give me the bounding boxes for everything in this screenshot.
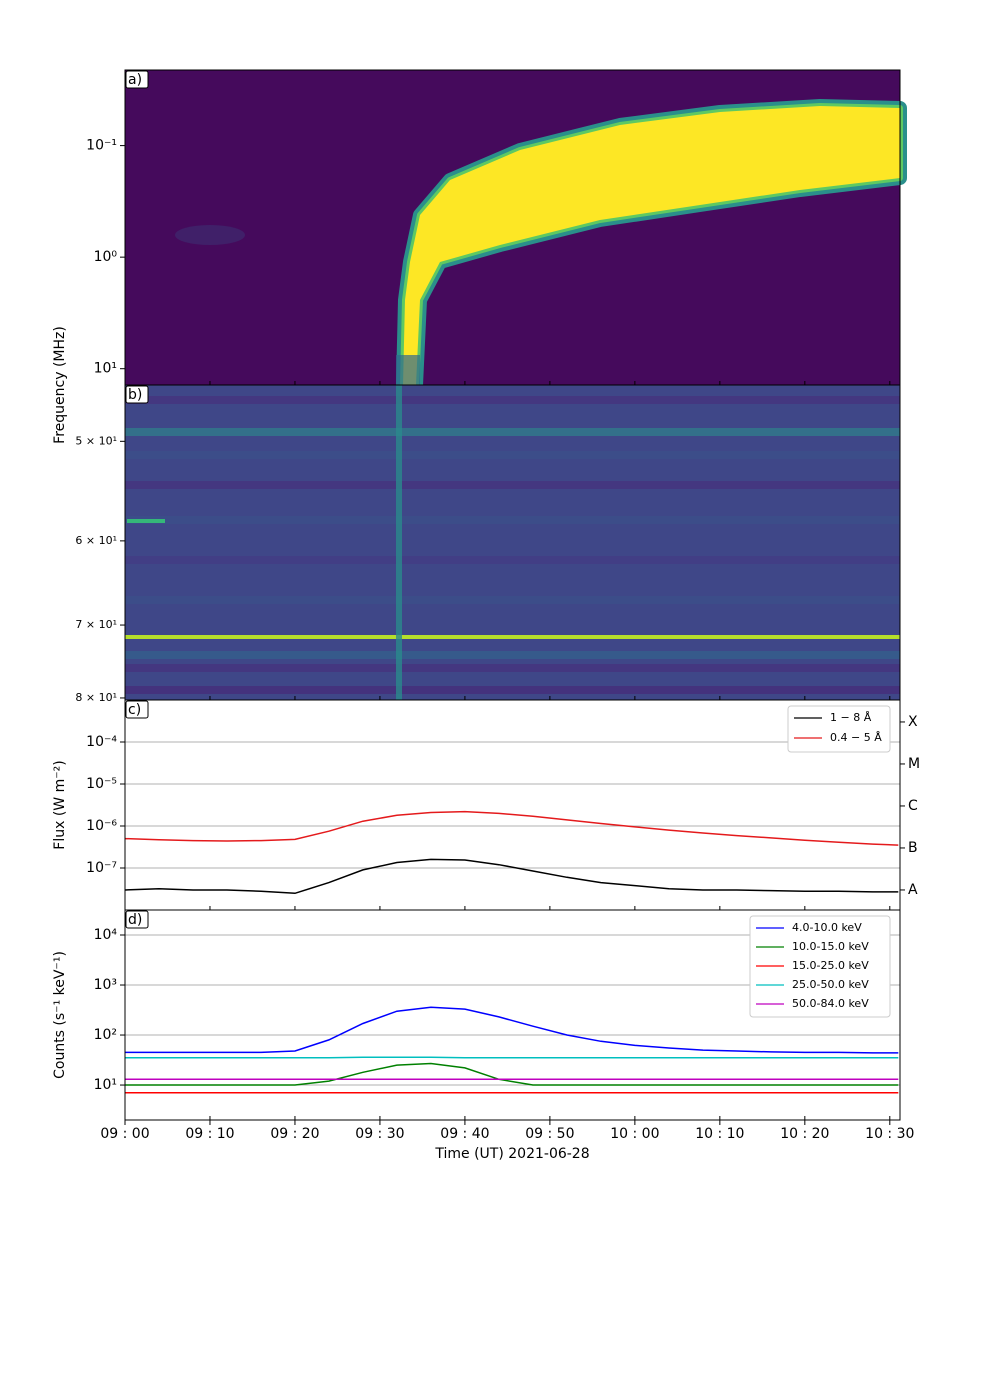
panel-label-box [125, 385, 149, 404]
x-tick-label: 09 : 00 [100, 1126, 149, 1142]
y-tick-label: 10⁻⁷ [86, 860, 117, 876]
band [125, 686, 900, 694]
y-axis-label: Flux (W m⁻²) [52, 760, 68, 849]
short-burst [127, 519, 165, 523]
legend-box [749, 915, 891, 1018]
x-tick-label: 10 : 30 [865, 1126, 914, 1142]
burst-tail [396, 355, 420, 385]
interference-line [125, 635, 900, 639]
y-tick-label: 10⁻⁵ [86, 776, 117, 792]
series-line [124, 858, 899, 895]
legend-label: 0.4 − 5 Å [830, 731, 882, 744]
panel-label: b) [128, 387, 142, 403]
x-tick-label: 09 : 20 [270, 1126, 319, 1142]
panel-label: d) [128, 912, 142, 928]
band [125, 428, 900, 436]
y-tick-label: 10⁴ [94, 927, 118, 943]
panel-label: c) [128, 702, 141, 718]
band [125, 451, 900, 459]
x-axis-label: Time (UT) 2021-06-28 [434, 1146, 589, 1162]
plot-area [124, 810, 899, 895]
y-tick-label: 10⁻¹ [86, 138, 117, 154]
band [125, 516, 900, 524]
y-tick-label: 10¹ [94, 1077, 117, 1093]
y2-tick-label: A [908, 882, 918, 898]
series-line [125, 1056, 899, 1059]
band [125, 651, 900, 659]
series-line [125, 1062, 899, 1086]
series-line [124, 810, 899, 846]
y-tick-label: 10² [94, 1027, 117, 1043]
burst-column [396, 385, 402, 700]
band [125, 556, 900, 564]
panel-frame [124, 699, 901, 911]
series-line [125, 1006, 899, 1054]
y2-tick-label: X [908, 714, 918, 730]
legend-label: 50.0-84.0 keV [792, 997, 869, 1010]
band [125, 481, 900, 489]
y2-tick-label: C [908, 798, 918, 814]
burst [403, 106, 900, 385]
y-tick-label: 10⁰ [94, 249, 118, 265]
x-tick-label: 10 : 00 [610, 1126, 659, 1142]
panel-label-box [125, 70, 149, 89]
legend-label: 1 − 8 Å [830, 711, 872, 724]
y-tick-label: 5 × 10¹ [75, 434, 117, 447]
x-tick-label: 09 : 40 [440, 1126, 489, 1142]
legend-label: 10.0-15.0 keV [792, 940, 869, 953]
y-tick-label: 10³ [94, 977, 117, 993]
y-tick-label: 7 × 10¹ [75, 618, 117, 631]
panel-frame [124, 909, 901, 1121]
plot-area [125, 1006, 899, 1094]
panel-label: a) [128, 72, 142, 88]
legend-label: 4.0-10.0 keV [792, 921, 862, 934]
y-axis-label: Frequency (MHz) [52, 326, 68, 444]
y-tick-label: 10⁻⁴ [86, 734, 117, 750]
legend-label: 15.0-25.0 keV [792, 959, 869, 972]
y2-tick-label: M [908, 756, 920, 772]
x-tick-label: 09 : 10 [185, 1126, 234, 1142]
y-tick-label: 10⁻⁶ [86, 818, 117, 834]
y-tick-label: 10¹ [94, 361, 117, 377]
band [125, 596, 900, 604]
panel-label-box [125, 700, 149, 719]
x-tick-label: 09 : 30 [355, 1126, 404, 1142]
band [125, 396, 900, 404]
y2-tick-label: B [908, 840, 918, 856]
band [125, 664, 900, 672]
x-tick-label: 10 : 20 [780, 1126, 829, 1142]
legend-label: 25.0-50.0 keV [792, 978, 869, 991]
panel-label-box [125, 910, 149, 929]
spectrogram-bg [125, 385, 900, 700]
x-tick-label: 09 : 50 [525, 1126, 574, 1142]
y-tick-label: 8 × 10¹ [75, 691, 117, 704]
y-axis-label: Counts (s⁻¹ keV⁻¹) [52, 951, 68, 1079]
faint-emission [175, 225, 245, 245]
x-tick-label: 10 : 10 [695, 1126, 744, 1142]
y-tick-label: 6 × 10¹ [75, 534, 117, 547]
